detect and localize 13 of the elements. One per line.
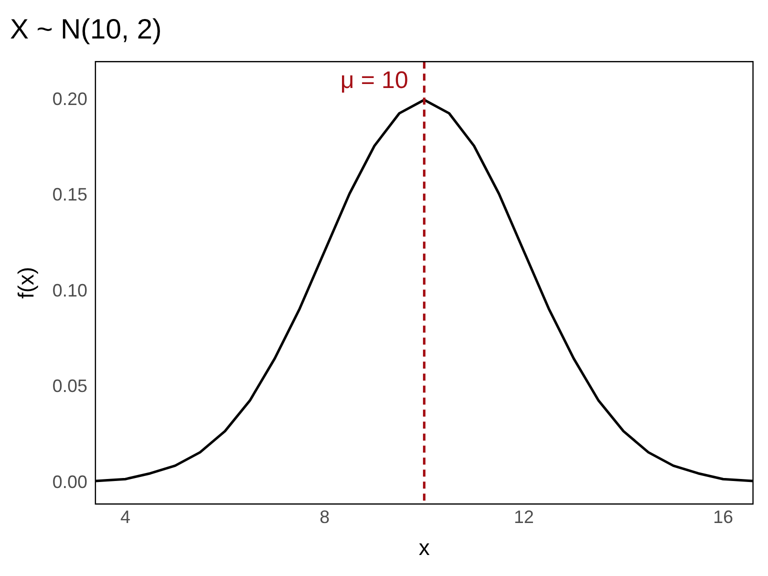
y-axis-title: f(x) [13,266,38,299]
x-axis-title: x [418,534,430,560]
chart-title: X ~ N(10, 2) [10,14,162,45]
ref-line-label: μ = 10 [340,67,408,94]
y-tick-label: 0.05 [52,376,88,396]
y-tick-label: 0.20 [52,88,88,109]
x-tick-label: 4 [120,506,130,527]
y-tick-label: 0.15 [52,184,88,205]
y-tick-label: 0.10 [52,280,88,300]
x-tick-label: 16 [713,506,734,527]
y-tick-label: 0.00 [52,472,88,492]
x-tick-label: 12 [514,506,534,527]
x-tick-label: 8 [320,506,330,527]
